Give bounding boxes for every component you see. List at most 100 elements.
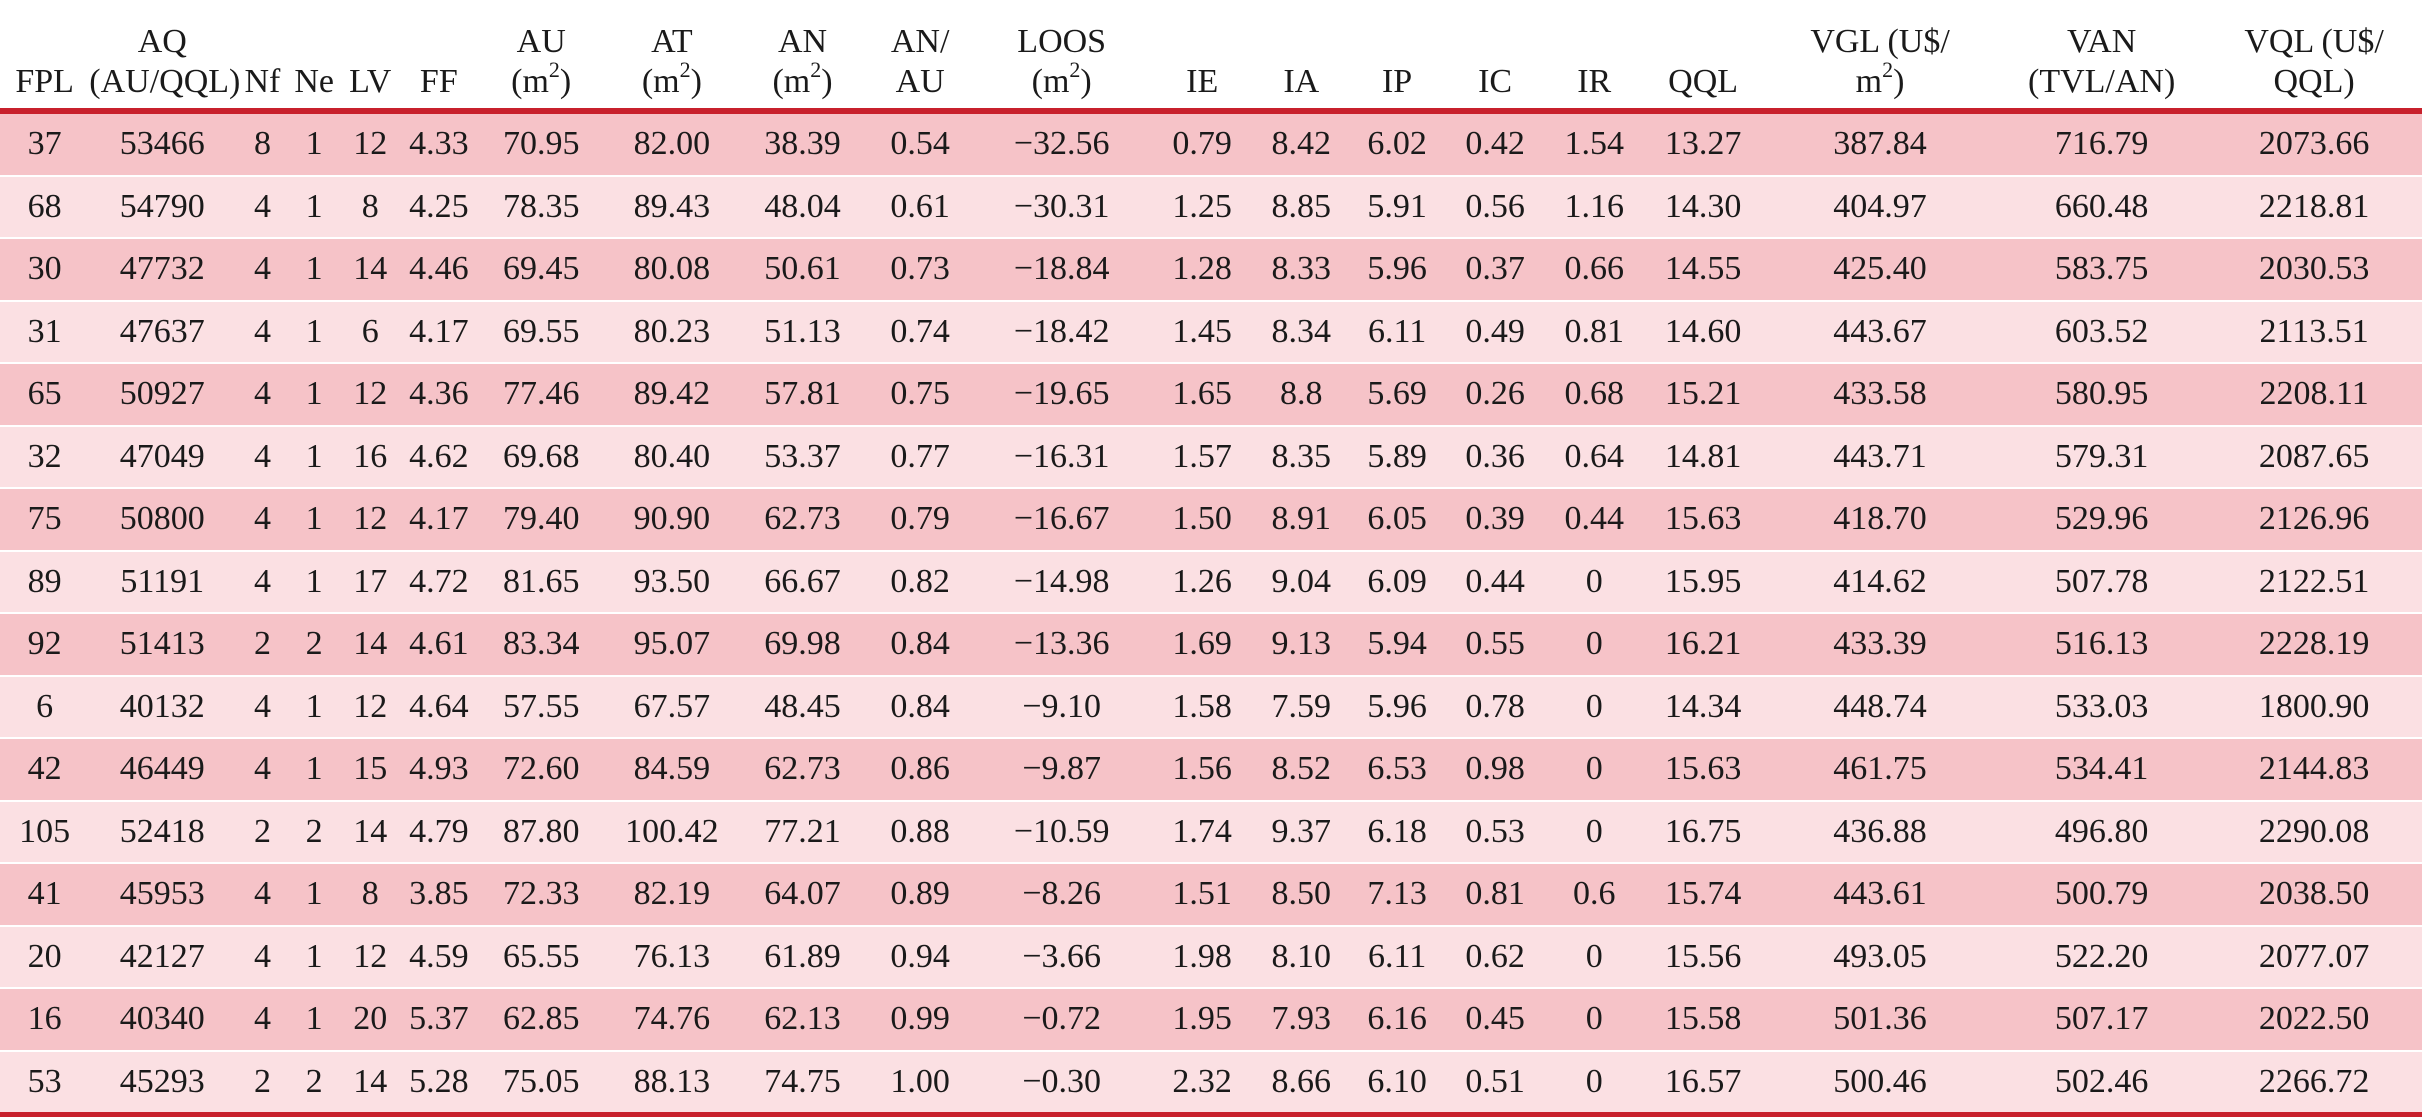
table-cell: 1 — [289, 487, 339, 551]
table-cell: 0.39 — [1445, 487, 1546, 551]
column-header-tail: ) — [821, 63, 833, 100]
table-cell: 64.07 — [737, 862, 868, 926]
table-cell: 75.05 — [475, 1049, 607, 1115]
table-cell: 0.51 — [1445, 1049, 1546, 1115]
table-cell: 6.05 — [1349, 487, 1446, 551]
table-cell: 5.91 — [1349, 174, 1446, 238]
table-cell: 16.57 — [1643, 1049, 1763, 1115]
table-cell: 436.88 — [1762, 799, 1998, 863]
table-cell: 72.33 — [475, 862, 607, 926]
table-cell: 53466 — [89, 111, 236, 176]
table-cell: 8.35 — [1253, 424, 1350, 488]
table-cell: 448.74 — [1762, 674, 1998, 738]
table-cell: 16.75 — [1643, 799, 1763, 863]
table-cell: 83.34 — [475, 612, 607, 676]
table-cell: 76.13 — [606, 924, 738, 988]
table-cell: 0 — [1545, 987, 1644, 1051]
table-cell: 13.27 — [1643, 111, 1763, 176]
table-cell: 2126.96 — [2206, 487, 2422, 551]
column-header-text: (m — [641, 63, 680, 100]
table-cell: 433.39 — [1762, 612, 1998, 676]
column-header-line1: AN — [777, 23, 828, 60]
table-cell: 0.74 — [867, 299, 973, 363]
table-cell: 7.59 — [1253, 674, 1350, 738]
column-header-line2: IR — [1545, 62, 1643, 102]
table-cell: 4.59 — [401, 924, 476, 988]
table-cell: 1.25 — [1151, 174, 1254, 238]
table-cell: −9.10 — [972, 674, 1151, 738]
column-header: IC — [1445, 0, 1545, 111]
column-header: IR — [1545, 0, 1643, 111]
table-cell: 0.73 — [867, 237, 973, 301]
table-cell: 4.17 — [401, 487, 476, 551]
table-header: FPL AQ (AU/QQL) Nf Ne LV FF AU (m2) AT (m2) AN(… — [0, 0, 2422, 111]
table-cell: 5.96 — [1349, 237, 1446, 301]
table-cell: 80.08 — [606, 237, 738, 301]
table-cell: 2 — [235, 799, 290, 863]
table-cell: 0.53 — [1445, 799, 1546, 863]
column-header: AQ (AU/QQL) — [89, 0, 240, 111]
table-cell: 6.16 — [1349, 987, 1446, 1051]
table-cell: 1 — [289, 237, 339, 301]
table-cell: 1.56 — [1151, 737, 1254, 801]
table-cell: 8.52 — [1253, 737, 1350, 801]
column-header-line1: AU — [516, 23, 566, 60]
column-header-line2: IA — [1253, 62, 1349, 102]
table-cell: 0.64 — [1545, 424, 1644, 488]
table-cell: 2022.50 — [2206, 987, 2422, 1051]
table-row: 42 46449 4 1 15 4.93 72.60 84.59 62.73 0.86 −9.87 1… — [0, 737, 2422, 801]
table-cell: 6 — [0, 674, 90, 738]
table-cell: 0.36 — [1445, 424, 1546, 488]
table-cell: 2 — [289, 612, 339, 676]
table-cell: 12 — [338, 362, 402, 426]
table-cell: 6.02 — [1349, 111, 1446, 176]
table-cell: 14 — [338, 799, 402, 863]
column-header-line1: AT — [651, 23, 693, 60]
table-cell: 80.23 — [606, 299, 738, 363]
column-header: FF — [402, 0, 476, 111]
table-cell: −9.87 — [972, 737, 1151, 801]
table-cell: 4.79 — [401, 799, 476, 863]
column-header-text: (m — [772, 63, 811, 100]
table-cell: 4 — [235, 424, 290, 488]
table-cell: 500.79 — [1997, 862, 2207, 926]
table-cell: 1 — [289, 111, 339, 176]
table-cell: 70.95 — [475, 111, 607, 176]
table-cell: −18.42 — [972, 299, 1151, 363]
table-cell: 47732 — [89, 237, 236, 301]
table-cell: 533.03 — [1997, 674, 2207, 738]
table-cell: 603.52 — [1997, 299, 2207, 363]
table-cell: 8.66 — [1253, 1049, 1350, 1115]
table-cell: 2218.81 — [2206, 174, 2422, 238]
table-cell: 69.55 — [475, 299, 607, 363]
column-header-line2: (m2) — [737, 58, 868, 102]
table-cell: 1.54 — [1545, 111, 1644, 176]
table-cell: 0.88 — [867, 799, 973, 863]
table-cell: −0.72 — [972, 987, 1151, 1051]
table-cell: 45953 — [89, 862, 236, 926]
table-cell: 45293 — [89, 1049, 236, 1115]
table-cell: 443.71 — [1762, 424, 1998, 488]
table-cell: 502.46 — [1997, 1049, 2207, 1115]
table-cell: 79.40 — [475, 487, 607, 551]
column-header-text: AU — [895, 63, 945, 100]
table-cell: 14.60 — [1643, 299, 1763, 363]
table-cell: 50800 — [89, 487, 236, 551]
column-header-line2: IC — [1445, 62, 1545, 102]
table-cell: 8 — [338, 174, 402, 238]
table-cell: 4.25 — [401, 174, 476, 238]
table-cell: 529.96 — [1997, 487, 2207, 551]
table-cell: 80.40 — [606, 424, 738, 488]
column-header-text: LV — [349, 63, 392, 100]
table-cell: 1800.90 — [2206, 674, 2422, 738]
column-header-line2: QQL — [1643, 62, 1763, 102]
table-row: 16 40340 4 1 20 5.37 62.85 74.76 62.13 0.99 −0.72 1… — [0, 987, 2422, 1051]
table-cell: 69.45 — [475, 237, 607, 301]
table-cell: 0.84 — [867, 674, 973, 738]
column-header: VAN (TVL/AN) — [1997, 0, 2206, 111]
column-header: AN (m2) — [737, 0, 868, 111]
table-cell: 660.48 — [1997, 174, 2207, 238]
column-header-text: (m — [1031, 63, 1070, 100]
column-header: Ne — [290, 0, 339, 111]
